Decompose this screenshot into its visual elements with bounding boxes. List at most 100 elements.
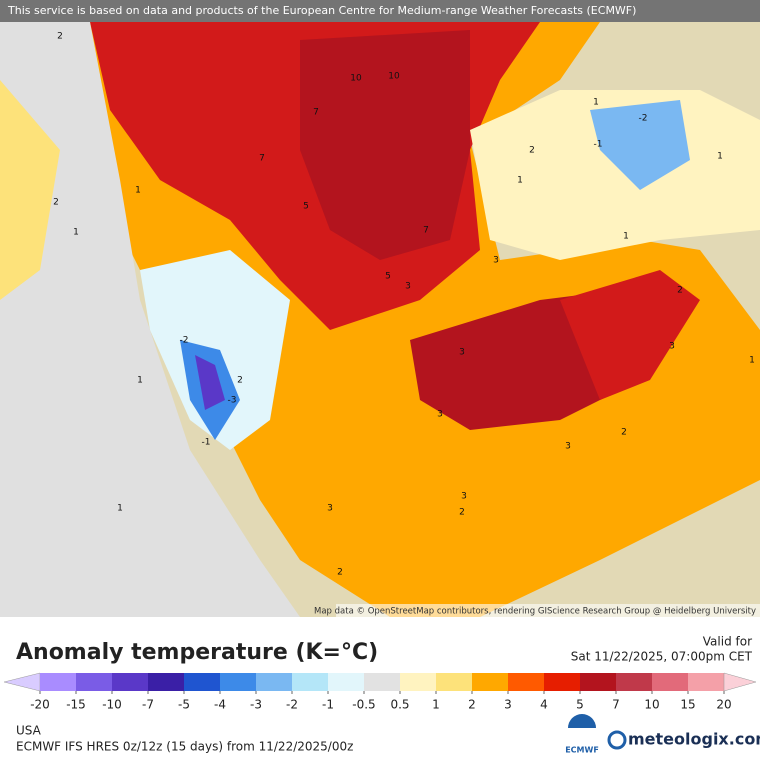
colorbar-swatch xyxy=(76,673,112,691)
contour-label: 2 xyxy=(621,428,627,438)
contour-label: -2 xyxy=(180,336,189,346)
colorbar-end-high xyxy=(723,672,757,692)
colorbar-label: 3 xyxy=(504,698,512,712)
colorbar-swatch xyxy=(688,673,724,691)
model: ECMWF IFS HRES 0z/12z (15 days) from 11/… xyxy=(16,740,353,754)
colorbar-swatch xyxy=(400,673,436,691)
contour-label: 2 xyxy=(237,376,243,386)
contour-label: 7 xyxy=(259,154,265,164)
contour-label: 3 xyxy=(327,504,333,514)
colorbar-label: 2 xyxy=(468,698,476,712)
contour-label: -1 xyxy=(202,438,211,448)
colorbar-label: -15 xyxy=(66,698,86,712)
colorbar-label: -7 xyxy=(142,698,154,712)
contour-label: 2 xyxy=(57,32,63,42)
contour-label: 2 xyxy=(459,508,465,518)
colorbar-label: 7 xyxy=(612,698,620,712)
colorbar: -20 -15 -10 -7 -5 -4 -3 -2 -1 -0.5 0.5 1 2 3 4 5 7 10 15 20 xyxy=(3,672,757,712)
cold-core xyxy=(195,355,225,410)
valid-label: Valid for xyxy=(703,635,752,649)
colorbar-label: -3 xyxy=(250,698,262,712)
banner: This service is based on data and produc… xyxy=(7,4,636,17)
contour-label: 3 xyxy=(405,282,411,292)
colorbar-label: -10 xyxy=(102,698,122,712)
contour-label: 1 xyxy=(135,186,141,196)
attribution-bg xyxy=(336,604,760,617)
ecmwf-logo: ECMWF xyxy=(565,714,599,755)
contour-label: 3 xyxy=(461,492,467,502)
contour-label: 10 xyxy=(388,72,400,82)
colorbar-label: -5 xyxy=(178,698,190,712)
contour-label: 1 xyxy=(749,356,755,366)
colorbar-end-low xyxy=(3,672,41,692)
contour-label: 5 xyxy=(303,202,309,212)
contour-label: 1 xyxy=(717,152,723,162)
colorbar-label: 1 xyxy=(432,698,440,712)
colorbar-label: -2 xyxy=(286,698,298,712)
colorbar-label: 5 xyxy=(576,698,584,712)
banner-bg xyxy=(0,0,760,22)
contour-label: 2 xyxy=(337,568,343,578)
warm-core-north xyxy=(300,30,470,260)
contour-label: -1 xyxy=(594,140,603,150)
colorbar-swatch xyxy=(220,673,256,691)
colorbar-swatch xyxy=(364,673,400,691)
mild-northeast xyxy=(470,90,760,260)
colorbar-swatch xyxy=(580,673,616,691)
colorbar-swatch xyxy=(184,673,220,691)
colorbar-label: 4 xyxy=(540,698,548,712)
warm-core-south xyxy=(410,290,620,430)
brand: meteologix.com xyxy=(628,730,760,749)
contour-label: 5 xyxy=(385,272,391,282)
colorbar-label: 20 xyxy=(716,698,731,712)
pacific-warm xyxy=(0,80,60,300)
contour-label: 1 xyxy=(517,176,523,186)
colorbar-swatch xyxy=(256,673,292,691)
contour-label: 2 xyxy=(529,146,535,156)
colorbar-label: 0.5 xyxy=(390,698,409,712)
pacific xyxy=(0,22,300,617)
colorbar-swatch xyxy=(112,673,148,691)
colorbar-swatch xyxy=(148,673,184,691)
colorbar-swatch xyxy=(40,673,76,691)
ecmwf-text: ECMWF xyxy=(565,746,599,755)
colorbar-label: -20 xyxy=(30,698,50,712)
contour-label: 7 xyxy=(423,226,429,236)
contour-label: 3 xyxy=(493,256,499,266)
colorbar-label: -0.5 xyxy=(352,698,375,712)
contour-label: 2 xyxy=(677,286,683,296)
colorbar-swatch xyxy=(652,673,688,691)
colorbar-swatch xyxy=(544,673,580,691)
contour-label: -2 xyxy=(639,114,648,124)
region: USA xyxy=(16,724,42,738)
contour-label: 1 xyxy=(73,228,79,238)
colorbar-label: 10 xyxy=(644,698,659,712)
contour-label: 1 xyxy=(623,232,629,242)
contour-label: -3 xyxy=(228,396,237,406)
colorbar-swatch xyxy=(328,673,364,691)
title: Anomaly temperature (K=°C) xyxy=(16,640,378,665)
contour-label: 3 xyxy=(459,348,465,358)
contour-label: 10 xyxy=(350,74,362,84)
contour-label: 1 xyxy=(137,376,143,386)
contour-label: 3 xyxy=(565,442,571,452)
contour-label: 2 xyxy=(53,198,59,208)
colorbar-swatch xyxy=(292,673,328,691)
contour-label: 3 xyxy=(669,342,675,352)
ecmwf-icon xyxy=(568,714,596,728)
warm-east xyxy=(560,270,700,400)
colorbar-swatch xyxy=(472,673,508,691)
valid-time: Sat 11/22/2025, 07:00pm CET xyxy=(571,650,753,664)
brand-icon xyxy=(607,730,627,750)
brand-logo: meteologix.com xyxy=(607,730,760,750)
colorbar-swatch xyxy=(436,673,472,691)
colorbar-swatch xyxy=(616,673,652,691)
colorbar-swatch xyxy=(508,673,544,691)
attribution: Map data © OpenStreetMap contributors, r… xyxy=(314,607,756,617)
cool-northeast xyxy=(590,100,690,190)
colorbar-label: 15 xyxy=(680,698,695,712)
